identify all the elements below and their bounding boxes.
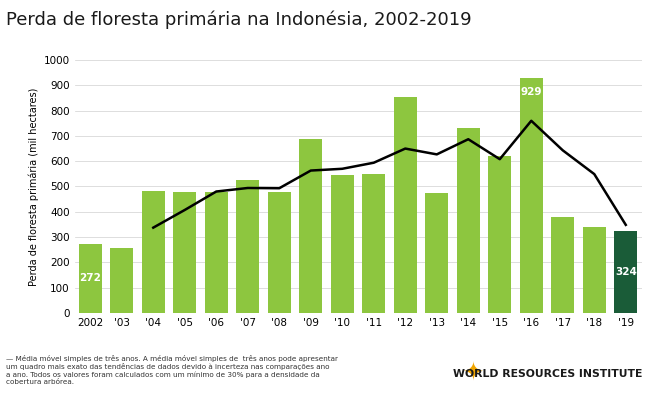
Bar (299, 139, 322, 313)
Text: 272: 272 (79, 273, 101, 284)
Bar (520, 78, 542, 313)
Bar (362, 174, 385, 313)
Text: — Média móvel simples de três anos. A média móvel simples de  três anos pode apr: — Média móvel simples de três anos. A mé… (6, 355, 338, 385)
Bar (551, 217, 574, 313)
Bar (237, 180, 259, 313)
Bar (331, 175, 354, 313)
Bar (79, 244, 102, 313)
Bar (142, 191, 165, 313)
Bar (205, 192, 227, 313)
Bar (268, 192, 290, 313)
Bar (583, 227, 606, 313)
Bar (394, 97, 417, 313)
Text: GLOBAL
FOREST
WATCH: GLOBAL FOREST WATCH (406, 354, 446, 386)
Bar (614, 231, 637, 313)
Bar (174, 192, 196, 313)
Text: WORLD RESOURCES INSTITUTE: WORLD RESOURCES INSTITUTE (453, 369, 642, 379)
Text: 324: 324 (615, 267, 637, 277)
Bar (489, 156, 511, 313)
Bar (110, 247, 133, 313)
Text: Perda de floresta primária na Indonésia, 2002-2019: Perda de floresta primária na Indonésia,… (6, 10, 472, 28)
Bar (426, 193, 448, 313)
Bar (457, 128, 480, 313)
Y-axis label: Perda de floresta primária (mil hectares): Perda de floresta primária (mil hectares… (29, 87, 40, 286)
Text: 929: 929 (520, 87, 542, 97)
Text: ✦: ✦ (463, 362, 483, 386)
